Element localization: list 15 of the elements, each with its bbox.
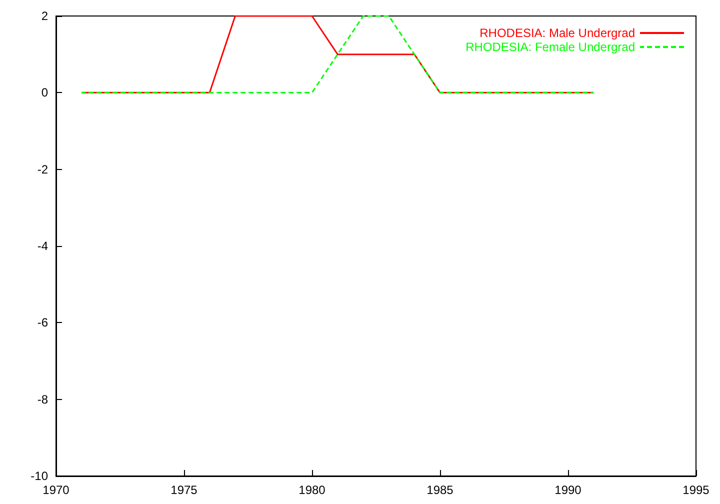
x-tick-label: 1985 [426,483,454,497]
x-tick-label: 1995 [682,483,710,497]
x-tick-label: 1980 [298,483,326,497]
y-tick-label: 0 [41,86,48,100]
y-tick-label: -6 [37,316,48,330]
y-tick-label: 2 [41,9,48,23]
y-tick-label: -2 [37,162,48,176]
x-tick-label: 1990 [554,483,582,497]
y-tick-label: -10 [30,469,48,483]
y-tick-label: -8 [37,392,48,406]
x-tick-label: 1970 [42,483,70,497]
legend-label: RHODESIA: Male Undergrad [480,26,635,40]
y-tick-label: -4 [37,239,48,253]
x-tick-label: 1975 [170,483,198,497]
legend-label: RHODESIA: Female Undergrad [466,40,635,54]
